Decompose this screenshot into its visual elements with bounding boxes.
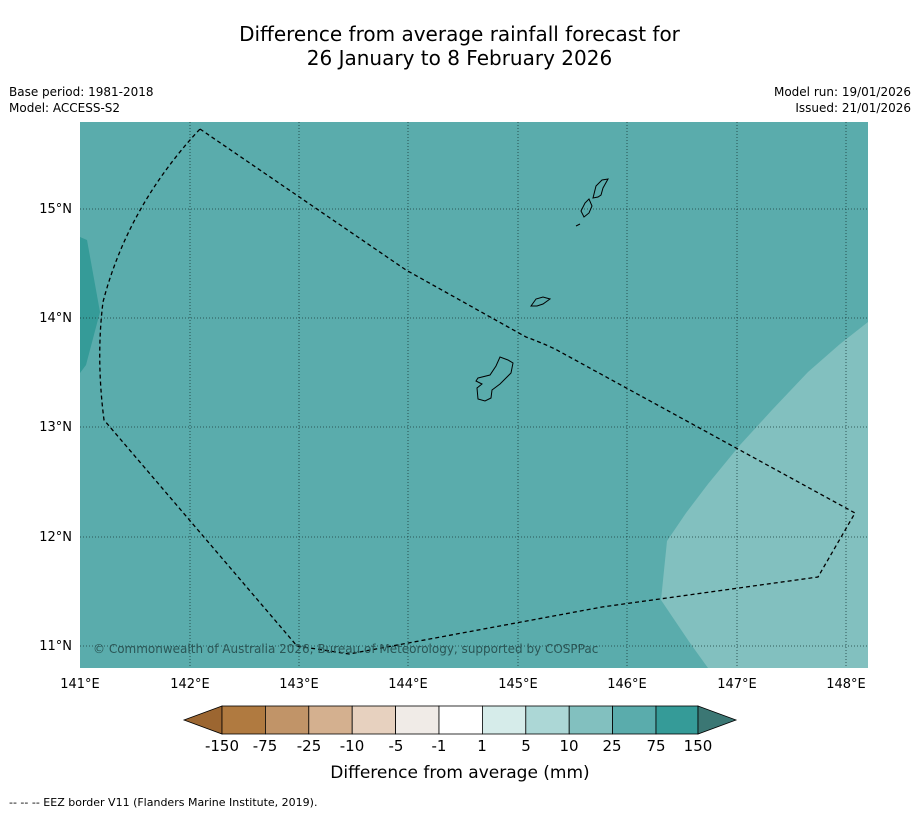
- colorbar-tick-label: 5: [521, 737, 531, 755]
- guam-island: [475, 356, 514, 402]
- colorbar-segment: [308, 705, 353, 735]
- lat-axis: 15°N 14°N 13°N 12°N 11°N: [39, 202, 72, 654]
- title-line-2: 26 January to 8 February 2026: [306, 46, 613, 70]
- lat-tick-label: 15°N: [39, 202, 72, 217]
- gridlines: [80, 122, 868, 668]
- lon-tick-label: 147°E: [717, 677, 757, 692]
- colorbar-segment: [612, 705, 657, 735]
- colorbar-segment: [264, 705, 310, 735]
- tinian-island: [580, 198, 593, 218]
- colorbar-segment: [395, 705, 440, 735]
- model-name: Model: ACCESS-S2: [9, 101, 121, 115]
- issued-date: Issued: 21/01/2026: [795, 101, 911, 115]
- colorbar-tick-label: 25: [602, 737, 621, 755]
- colorbar: [182, 705, 738, 735]
- colorbar-tick-label: -150: [205, 737, 239, 755]
- colorbar-tick-label: -75: [253, 737, 278, 755]
- eez-legend: -- -- -- EEZ border V11 (Flanders Marine…: [9, 796, 318, 809]
- lon-tick-label: 145°E: [498, 677, 538, 692]
- map-copyright: © Commonwealth of Australia 2026, Bureau…: [93, 642, 598, 656]
- colorbar-label: Difference from average (mm): [330, 763, 589, 783]
- aguijan-island: [575, 223, 581, 227]
- saipan-island: [592, 178, 609, 199]
- meta-right: Model run: 19/01/2026 Issued: 21/01/2026: [774, 84, 911, 116]
- colorbar-tick-label: 10: [559, 737, 578, 755]
- chart-title: Difference from average rainfall forecas…: [0, 22, 919, 70]
- lon-tick-label: 146°E: [607, 677, 647, 692]
- meta-left: Base period: 1981-2018 Model: ACCESS-S2: [9, 84, 154, 116]
- colorbar-segment: [438, 705, 483, 735]
- lat-tick-label: 14°N: [39, 311, 72, 326]
- colorbar-tick-label: 75: [646, 737, 665, 755]
- colorbar-segment: [525, 705, 570, 735]
- base-period: Base period: 1981-2018: [9, 85, 154, 99]
- colorbar-tick-label: -5: [389, 737, 404, 755]
- lat-tick-label: 11°N: [39, 639, 72, 654]
- colorbar-over-arrow: [697, 705, 738, 735]
- colorbar-tick-label: 150: [684, 737, 713, 755]
- colorbar-segment: [481, 705, 527, 735]
- lon-tick-label: 142°E: [170, 677, 210, 692]
- colorbar-under-arrow: [182, 705, 223, 735]
- title-line-1: Difference from average rainfall forecas…: [239, 22, 680, 46]
- colorbar-segment: [221, 705, 266, 735]
- lon-axis: 141°E 142°E 143°E 144°E 145°E 146°E 147°…: [60, 677, 866, 692]
- lon-tick-label: 148°E: [826, 677, 866, 692]
- colorbar-segment: [351, 705, 397, 735]
- lon-tick-label: 141°E: [60, 677, 100, 692]
- colorbar-tick-label: -25: [297, 737, 322, 755]
- model-run: Model run: 19/01/2026: [773, 85, 911, 99]
- colorbar-tick-label: -10: [340, 737, 365, 755]
- islands: [475, 178, 609, 402]
- lat-tick-label: 12°N: [39, 530, 72, 545]
- colorbar-tick-label: 1: [477, 737, 487, 755]
- colorbar-segment: [568, 705, 614, 735]
- lat-tick-label: 13°N: [39, 420, 72, 435]
- rota-island: [530, 296, 552, 307]
- rainfall-high-region: [80, 237, 100, 373]
- colorbar-ticks: -150 -75 -25 -10 -5 -1 1 5 10 25 75 150: [205, 737, 712, 755]
- lon-tick-label: 143°E: [279, 677, 319, 692]
- colorbar-segment: [655, 705, 699, 735]
- rainfall-low-region: [661, 322, 868, 668]
- colorbar-tick-label: -1: [432, 737, 447, 755]
- lon-tick-label: 144°E: [388, 677, 428, 692]
- eez-border: [99, 128, 856, 655]
